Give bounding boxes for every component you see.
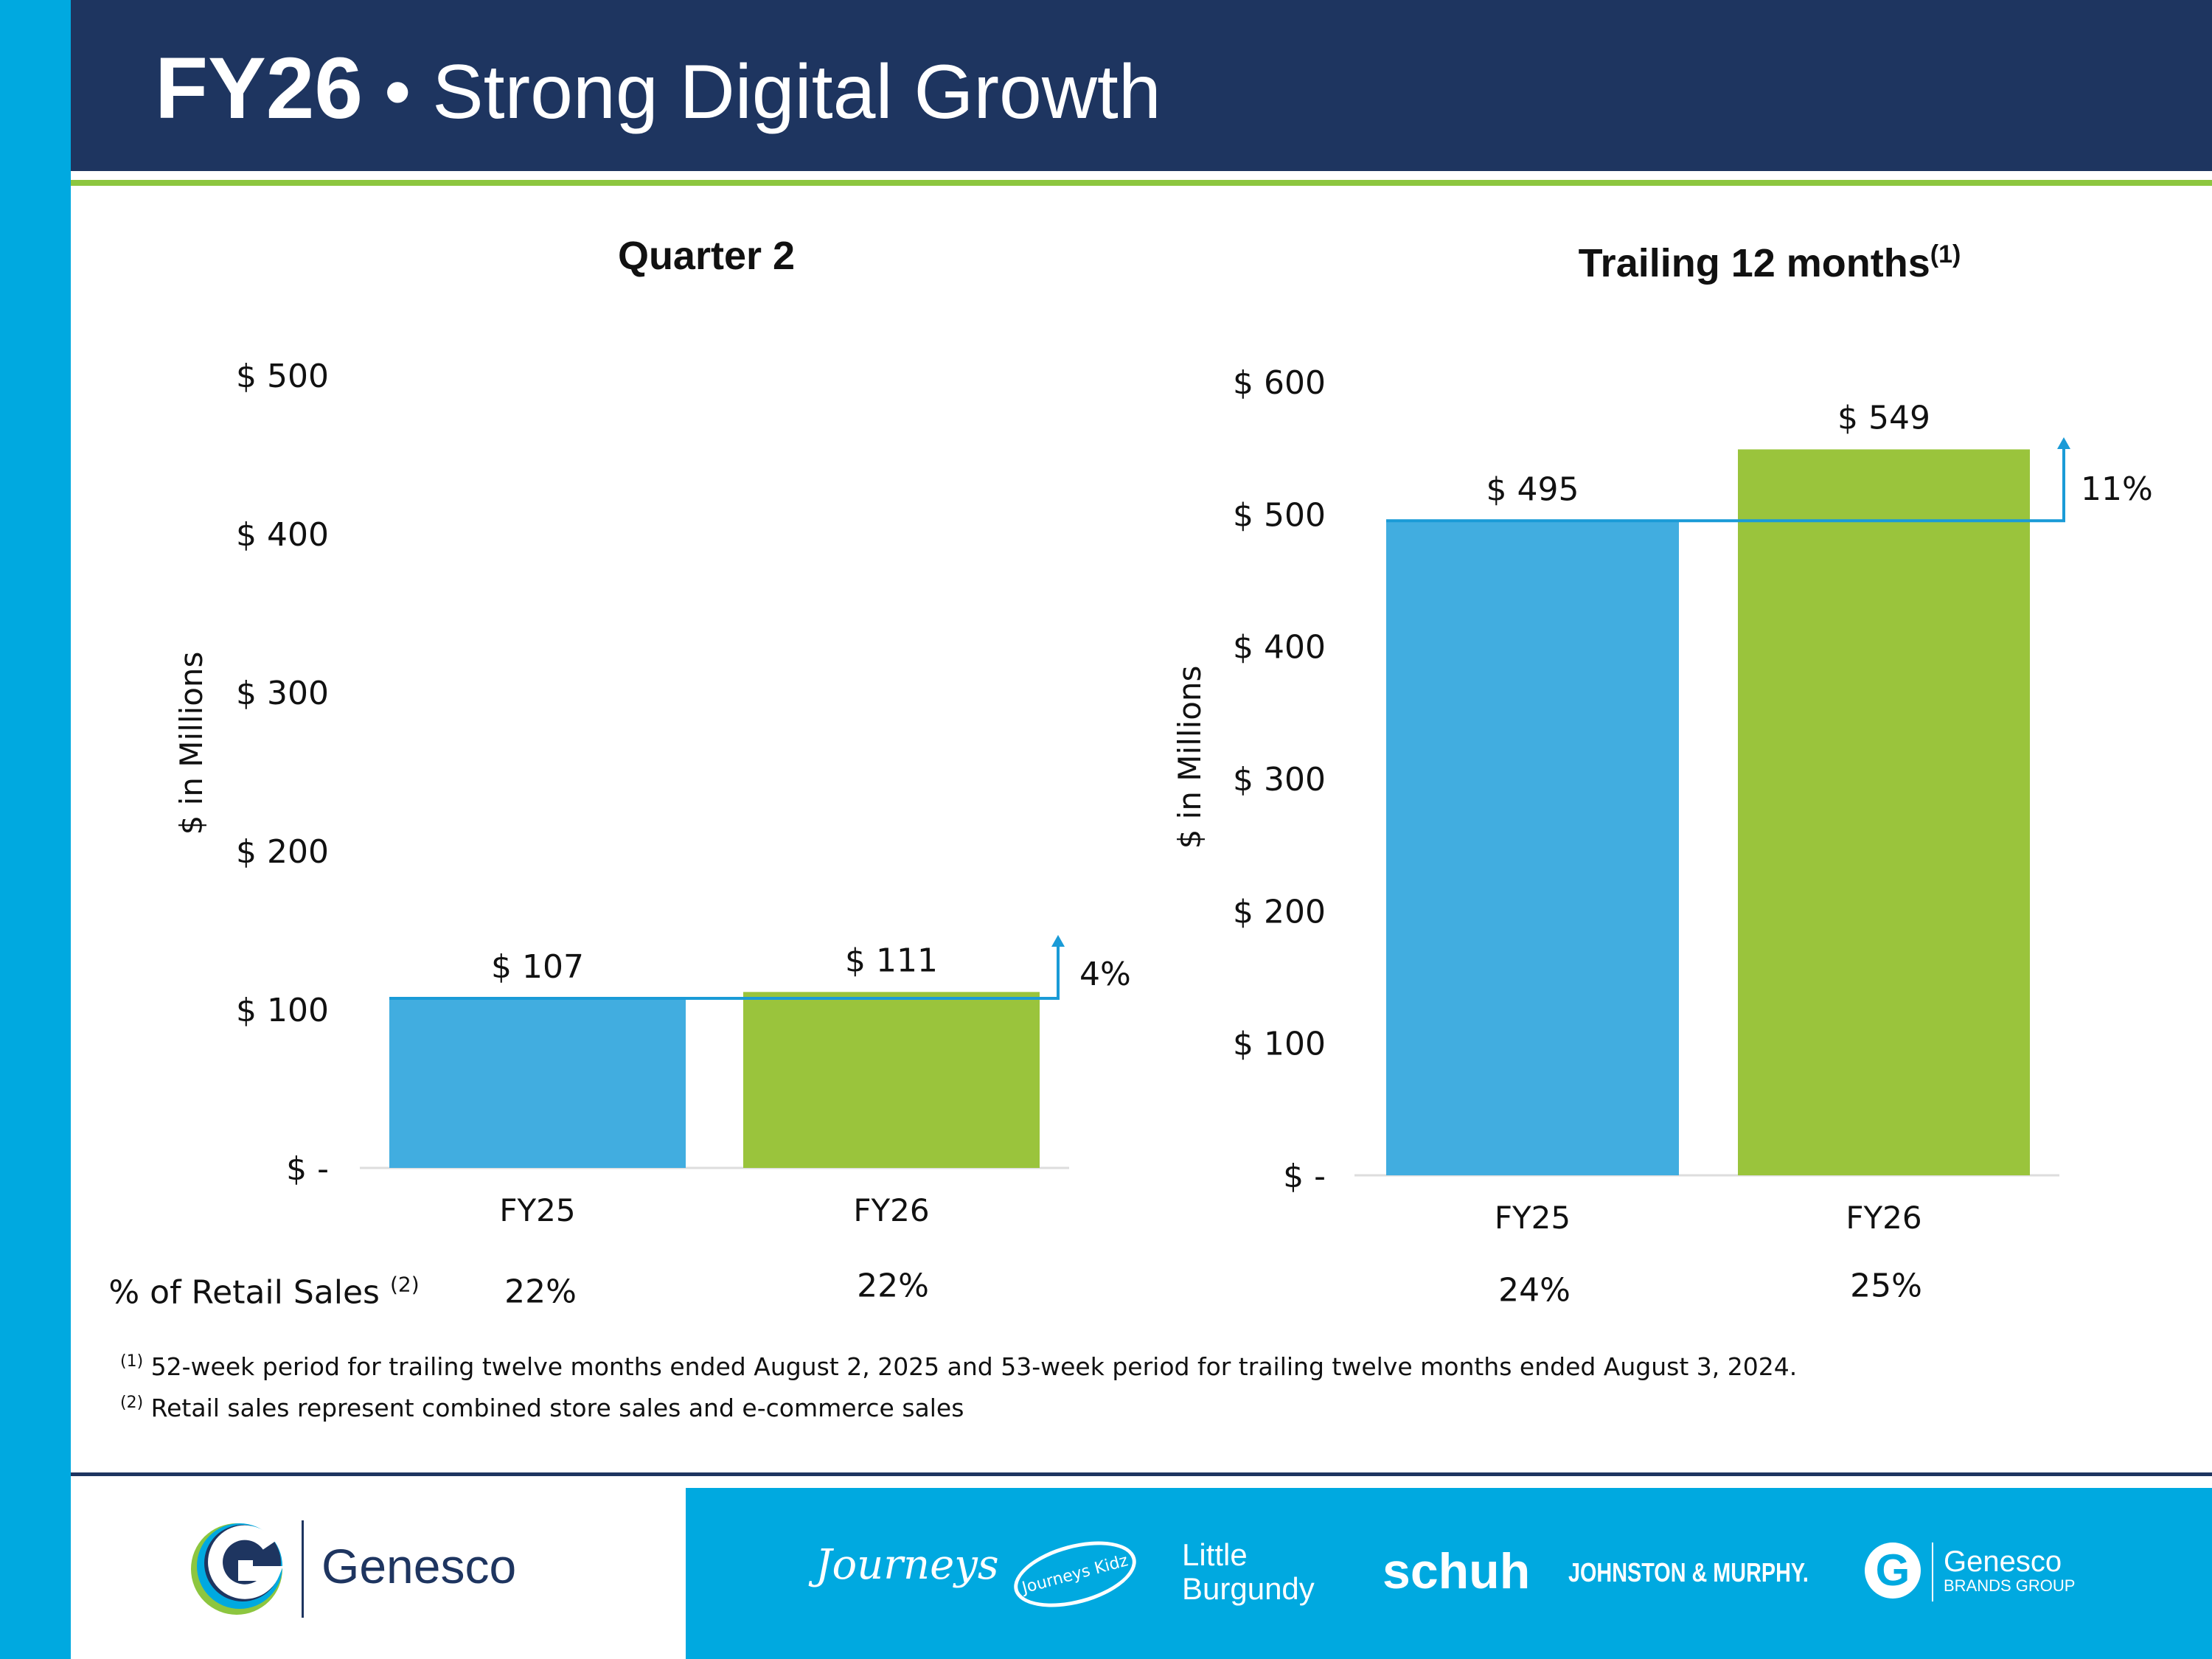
chart-title-quarter: Quarter 2 bbox=[618, 233, 795, 279]
schuh-logo: schuh bbox=[1382, 1543, 1531, 1599]
x-tick-label: FY26 bbox=[1846, 1200, 1921, 1236]
chart-title-ttm: Trailing 12 months(1) bbox=[1579, 240, 1961, 286]
y-tick-label: $ 300 bbox=[1233, 761, 1326, 799]
x-tick-label: FY26 bbox=[853, 1192, 929, 1228]
footnote-text: Retail sales represent combined store sa… bbox=[150, 1394, 964, 1422]
y-tick-label: $ 100 bbox=[1233, 1026, 1326, 1063]
bar-fy25 bbox=[1386, 521, 1679, 1175]
footnote-1: (1) 52-week period for trailing twelve m… bbox=[120, 1352, 1797, 1381]
growth-connector bbox=[389, 945, 1060, 1000]
genesco-logo-icon bbox=[191, 1523, 284, 1615]
data-label: $ 107 bbox=[491, 948, 584, 986]
data-label: $ 495 bbox=[1486, 470, 1579, 508]
x-tick-label: FY25 bbox=[1495, 1200, 1571, 1236]
genesco-brands-group-logo: Genesco BRANDS GROUP bbox=[1944, 1547, 2075, 1596]
little-burgundy-logo: Little Burgundy bbox=[1182, 1538, 1315, 1606]
bar-fy26 bbox=[743, 992, 1040, 1168]
retail-pct-ttm-fy26: 25% bbox=[1850, 1267, 1922, 1305]
johnston-murphy-logo: JOHNSTON & MURPHY. bbox=[1568, 1557, 1809, 1587]
footer-divider bbox=[71, 1472, 2212, 1476]
chart-title-text: Quarter 2 bbox=[617, 234, 796, 278]
retail-label-text: % of Retail Sales bbox=[108, 1273, 380, 1312]
footnote-mark: (1) bbox=[120, 1352, 144, 1371]
y-tick-label: $ 300 bbox=[236, 675, 329, 712]
brand-banner bbox=[686, 1488, 2212, 1659]
y-tick-label: $ 500 bbox=[236, 358, 329, 395]
header-bar bbox=[71, 0, 2212, 171]
y-tick-label: $ 400 bbox=[236, 516, 329, 554]
footnote-text: 52-week period for trailing twelve month… bbox=[150, 1352, 1798, 1381]
y-tick-label: $ - bbox=[1283, 1158, 1326, 1195]
logo-divider bbox=[302, 1520, 304, 1618]
data-label: $ 111 bbox=[845, 942, 938, 979]
journeys-logo: Journeys bbox=[815, 1541, 999, 1589]
green-divider bbox=[71, 180, 2212, 186]
y-tick-label: $ 200 bbox=[1233, 893, 1326, 931]
brands-group-text: BRANDS GROUP bbox=[1944, 1576, 2076, 1595]
y-tick-label: $ 600 bbox=[1233, 364, 1326, 402]
brands-divider bbox=[1932, 1543, 1933, 1601]
retail-sales-label: % of Retail Sales (2) bbox=[108, 1273, 419, 1312]
y-tick-label: $ 200 bbox=[236, 833, 329, 871]
bar-fy25 bbox=[389, 998, 686, 1168]
chart-title-sup: (1) bbox=[1930, 240, 1961, 268]
brands-genesco-text: Genesco bbox=[1944, 1545, 2062, 1578]
x-tick-label: FY25 bbox=[499, 1192, 575, 1228]
footnote-mark: (2) bbox=[120, 1394, 144, 1412]
little-text: Little bbox=[1182, 1537, 1248, 1572]
retail-pct-q2-fy25: 22% bbox=[504, 1273, 577, 1311]
y-tick-label: $ - bbox=[286, 1150, 329, 1188]
chart-title-text: Trailing 12 months bbox=[1578, 241, 1930, 285]
growth-connector bbox=[1386, 448, 2065, 523]
page-title: FY26 • Strong Digital Growth bbox=[155, 38, 1161, 139]
y-tick-label: $ 500 bbox=[1233, 496, 1326, 534]
genesco-brands-g-icon: G bbox=[1865, 1543, 1921, 1599]
left-accent-strip bbox=[0, 0, 71, 1659]
growth-label: 11% bbox=[2081, 470, 2153, 508]
y-tick-label: $ 400 bbox=[1233, 629, 1326, 667]
genesco-wordmark: Genesco bbox=[321, 1539, 517, 1593]
footnote-2: (2) Retail sales represent combined stor… bbox=[120, 1394, 964, 1422]
y-axis-title: $ in Millions bbox=[173, 652, 209, 835]
retail-label-sup: (2) bbox=[389, 1272, 420, 1297]
burgundy-text: Burgundy bbox=[1182, 1571, 1315, 1606]
retail-pct-ttm-fy25: 24% bbox=[1498, 1271, 1571, 1310]
y-tick-label: $ 100 bbox=[236, 992, 329, 1029]
data-label: $ 549 bbox=[1837, 399, 1930, 437]
bar-fy26 bbox=[1738, 449, 2030, 1175]
retail-pct-q2-fy26: 22% bbox=[857, 1267, 929, 1305]
growth-arrow-icon bbox=[1051, 935, 1065, 947]
growth-arrow-icon bbox=[2057, 437, 2070, 449]
title-rest: • Strong Digital Growth bbox=[383, 49, 1161, 135]
title-bold: FY26 bbox=[155, 40, 364, 137]
growth-label: 4% bbox=[1079, 956, 1131, 993]
y-axis-title: $ in Millions bbox=[1172, 666, 1208, 849]
